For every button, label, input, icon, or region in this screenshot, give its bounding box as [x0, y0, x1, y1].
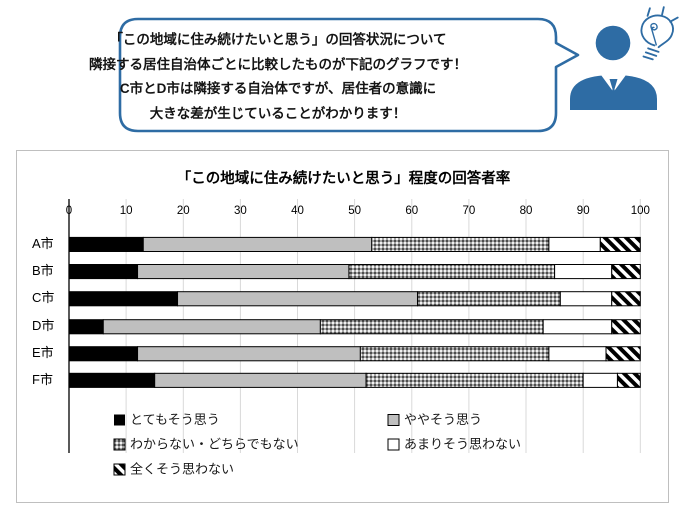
svg-text:あまりそう思わない: あまりそう思わない [404, 437, 521, 452]
svg-text:全くそう思わない: 全くそう思わない [130, 462, 234, 477]
svg-text:とてもそう思う: とてもそう思う [130, 412, 220, 427]
svg-text:わからない・どちらでもない: わからない・どちらでもない [130, 437, 299, 452]
svg-text:ややそう思う: ややそう思う [404, 412, 482, 427]
